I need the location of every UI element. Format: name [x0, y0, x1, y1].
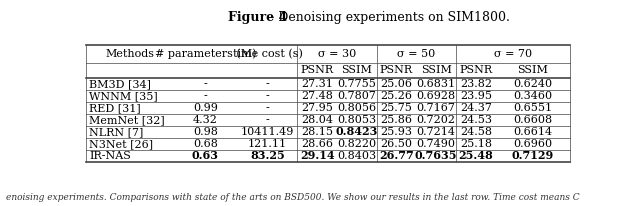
Text: 0.6608: 0.6608: [513, 115, 552, 125]
Text: SSIM: SSIM: [420, 65, 452, 75]
Text: PSNR: PSNR: [301, 65, 333, 75]
Text: WNNM [35]: WNNM [35]: [89, 91, 157, 101]
Text: 24.37: 24.37: [460, 103, 492, 113]
Text: 0.6240: 0.6240: [513, 79, 552, 89]
Text: 24.53: 24.53: [460, 115, 492, 125]
Text: 0.3460: 0.3460: [513, 91, 552, 101]
Text: 28.15: 28.15: [301, 127, 333, 137]
Text: N3Net [26]: N3Net [26]: [89, 139, 153, 149]
Text: 29.14: 29.14: [300, 150, 335, 162]
Text: 0.7202: 0.7202: [417, 115, 456, 125]
Text: 25.75: 25.75: [381, 103, 412, 113]
Text: PSNR: PSNR: [460, 65, 492, 75]
Text: 0.8403: 0.8403: [337, 151, 376, 161]
Text: 0.6614: 0.6614: [513, 127, 552, 137]
Text: 83.25: 83.25: [250, 150, 285, 162]
Text: 25.26: 25.26: [380, 91, 412, 101]
Text: 23.82: 23.82: [460, 79, 492, 89]
Text: 25.18: 25.18: [460, 139, 492, 149]
Text: 0.7635: 0.7635: [415, 150, 458, 162]
Text: 0.6551: 0.6551: [513, 103, 552, 113]
Text: 4.32: 4.32: [193, 115, 218, 125]
Text: -: -: [266, 103, 269, 113]
Text: 28.04: 28.04: [301, 115, 333, 125]
Text: -: -: [266, 115, 269, 125]
Text: 27.48: 27.48: [301, 91, 333, 101]
Text: 0.8053: 0.8053: [337, 115, 376, 125]
Text: SSIM: SSIM: [341, 65, 372, 75]
Text: 25.48: 25.48: [458, 150, 493, 162]
Text: 0.98: 0.98: [193, 127, 218, 137]
Text: 0.7807: 0.7807: [337, 91, 376, 101]
Text: 28.66: 28.66: [301, 139, 333, 149]
Text: 26.77: 26.77: [379, 150, 414, 162]
Text: -: -: [266, 79, 269, 89]
Text: SSIM: SSIM: [517, 65, 548, 75]
Text: -: -: [204, 79, 207, 89]
Text: BM3D [34]: BM3D [34]: [89, 79, 151, 89]
Text: 0.8056: 0.8056: [337, 103, 376, 113]
Text: σ = 50: σ = 50: [397, 49, 435, 59]
Text: 0.8423: 0.8423: [335, 126, 378, 137]
Text: 0.6960: 0.6960: [513, 139, 552, 149]
Text: Figure 4: Figure 4: [228, 11, 288, 24]
Text: MemNet [32]: MemNet [32]: [89, 115, 164, 125]
Text: time cost (s): time cost (s): [232, 48, 303, 59]
Text: 0.63: 0.63: [192, 150, 219, 162]
Text: 0.68: 0.68: [193, 139, 218, 149]
Text: 24.58: 24.58: [460, 127, 492, 137]
Text: 0.8220: 0.8220: [337, 139, 376, 149]
Text: 26.50: 26.50: [380, 139, 412, 149]
Text: Methods: Methods: [105, 49, 154, 59]
Text: -: -: [266, 91, 269, 101]
Text: IR-NAS: IR-NAS: [89, 151, 131, 161]
Text: 25.86: 25.86: [380, 115, 412, 125]
Text: 0.7167: 0.7167: [417, 103, 456, 113]
Text: 27.31: 27.31: [301, 79, 333, 89]
Text: σ = 70: σ = 70: [494, 49, 532, 59]
Text: NLRN [7]: NLRN [7]: [89, 127, 143, 137]
Text: 0.7490: 0.7490: [417, 139, 456, 149]
Text: enoising experiments. Comparisons with state of the arts on BSD500. We show our : enoising experiments. Comparisons with s…: [6, 193, 580, 202]
Text: 0.7129: 0.7129: [512, 150, 554, 162]
Text: RED [31]: RED [31]: [89, 103, 141, 113]
Text: 0.7755: 0.7755: [337, 79, 376, 89]
Text: σ = 30: σ = 30: [318, 49, 356, 59]
Text: -: -: [204, 91, 207, 101]
Text: 25.93: 25.93: [380, 127, 412, 137]
Text: PSNR: PSNR: [380, 65, 413, 75]
Text: 25.06: 25.06: [380, 79, 412, 89]
Text: 0.7214: 0.7214: [417, 127, 456, 137]
Text: 23.95: 23.95: [460, 91, 492, 101]
Text: 10411.49: 10411.49: [241, 127, 294, 137]
Text: – Denoising experiments on SIM1800.: – Denoising experiments on SIM1800.: [264, 11, 509, 24]
Text: # parameters (M): # parameters (M): [155, 48, 256, 59]
Text: 121.11: 121.11: [248, 139, 287, 149]
Text: 0.6928: 0.6928: [417, 91, 456, 101]
Text: 27.95: 27.95: [301, 103, 333, 113]
Text: 0.6831: 0.6831: [417, 79, 456, 89]
Text: 0.99: 0.99: [193, 103, 218, 113]
